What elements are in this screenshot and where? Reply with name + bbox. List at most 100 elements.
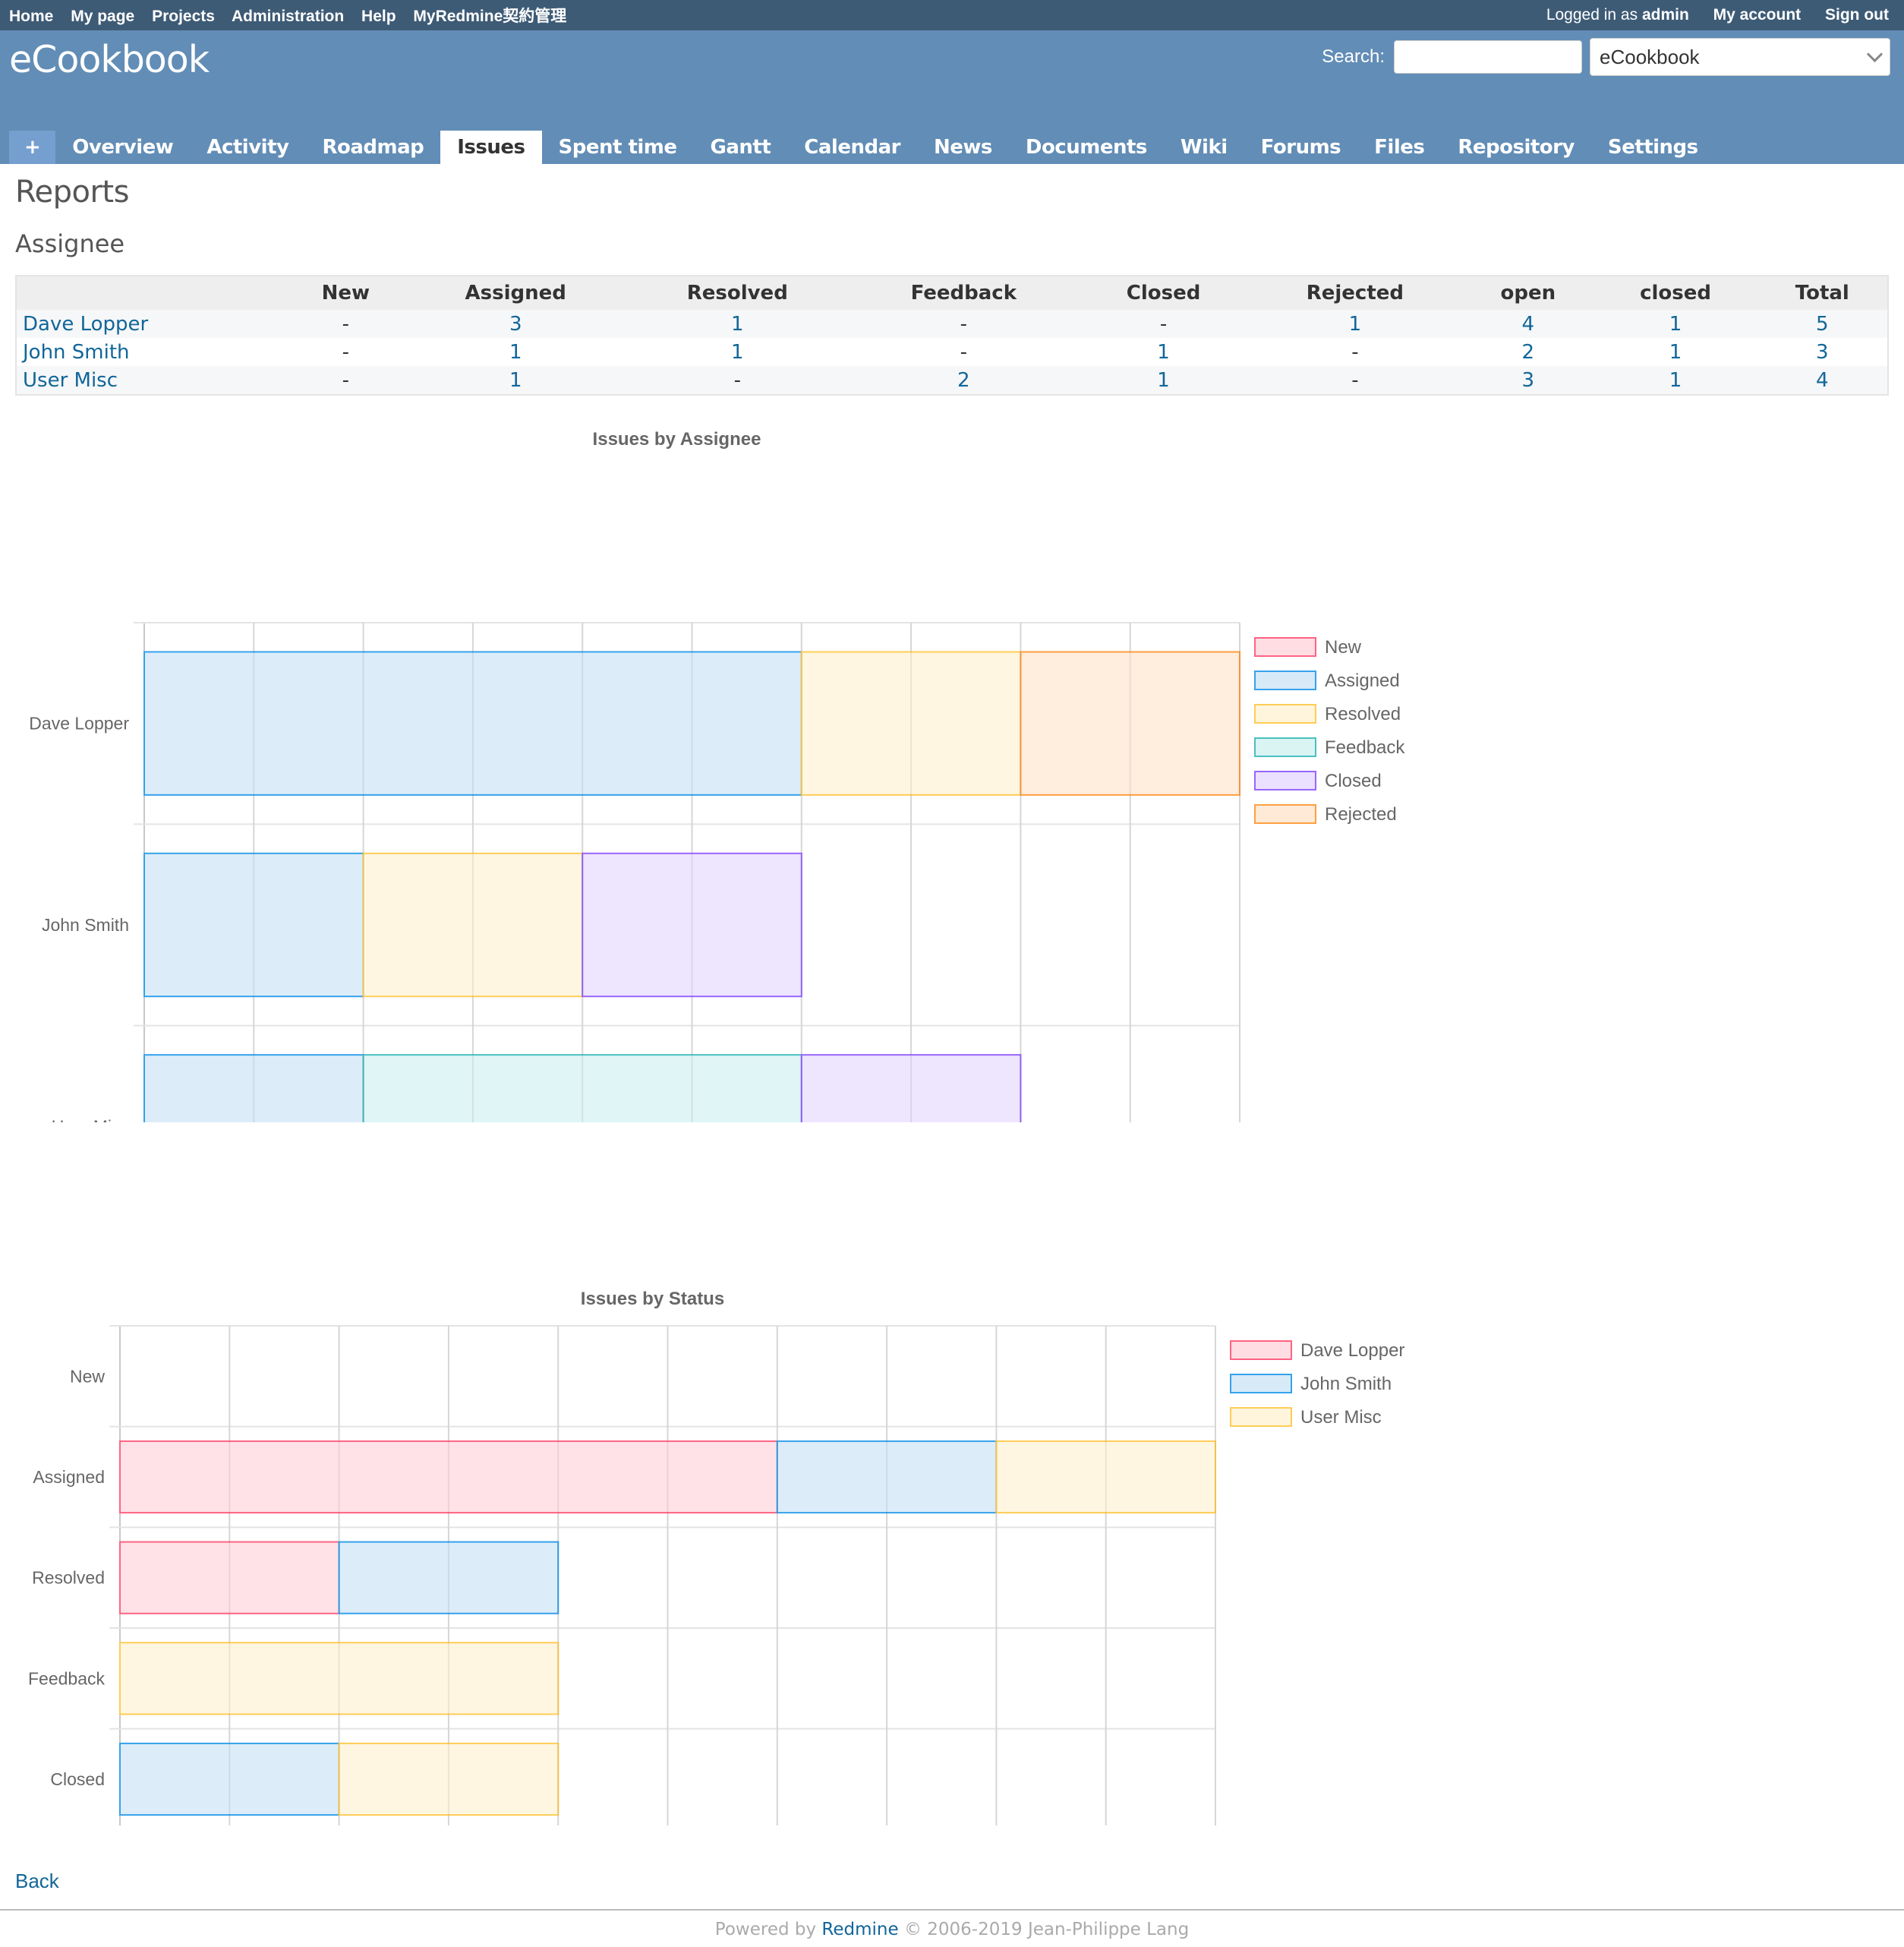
top-link-home[interactable]: Home <box>9 8 54 25</box>
legend-label[interactable]: Resolved <box>1325 704 1401 724</box>
new-object-button[interactable]: + <box>9 131 56 164</box>
legend-label[interactable]: Rejected <box>1325 804 1397 825</box>
count-link[interactable]: 3 <box>1521 368 1535 392</box>
top-link-myredmine[interactable]: MyRedmine契約管理 <box>413 8 567 25</box>
legend-swatch[interactable] <box>1230 1374 1292 1393</box>
count-link[interactable]: 1 <box>509 368 522 392</box>
assignee-link[interactable]: Dave Lopper <box>23 312 149 336</box>
legend-label[interactable]: Dave Lopper <box>1300 1340 1404 1361</box>
bar-segment[interactable] <box>362 1054 802 1122</box>
bar-segment[interactable] <box>119 1440 778 1514</box>
count-cell: 2 <box>848 366 1080 395</box>
count-link[interactable]: 1 <box>1157 340 1170 364</box>
bar-segment[interactable] <box>338 1541 560 1614</box>
count-cell: 1 <box>1079 366 1248 395</box>
count-link[interactable]: 2 <box>957 368 970 392</box>
bar-segment[interactable] <box>800 1054 1022 1122</box>
assignee-cell: Dave Lopper <box>16 310 287 338</box>
bar-segment[interactable] <box>119 1742 340 1816</box>
legend-swatch[interactable] <box>1254 704 1316 724</box>
bar-segment[interactable] <box>143 1054 364 1122</box>
bar-segment[interactable] <box>143 852 364 998</box>
count-link[interactable]: 3 <box>1816 340 1829 364</box>
count-cell: - <box>1079 310 1248 338</box>
count-link[interactable]: 4 <box>1521 312 1535 336</box>
count-link[interactable]: 1 <box>1669 312 1682 336</box>
bar-segment[interactable] <box>1020 651 1241 796</box>
page-title: Reports <box>15 175 129 210</box>
my-account-link[interactable]: My account <box>1713 6 1802 24</box>
count-link[interactable]: 1 <box>1157 368 1170 392</box>
back-link[interactable]: Back <box>15 1870 59 1892</box>
legend-label[interactable]: New <box>1325 637 1362 658</box>
bar-segment[interactable] <box>143 651 802 796</box>
bar-segment[interactable] <box>119 1642 560 1715</box>
tab-documents[interactable]: Documents <box>1025 136 1148 159</box>
tab-roadmap[interactable]: Roadmap <box>322 136 424 159</box>
tab-calendar[interactable]: Calendar <box>804 136 900 159</box>
redmine-link[interactable]: Redmine <box>821 1920 899 1939</box>
current-user[interactable]: admin <box>1641 6 1689 24</box>
project-jump-select[interactable]: eCookbook <box>1590 38 1890 76</box>
legend-label[interactable]: Assigned <box>1325 671 1400 691</box>
tab-activity[interactable]: Activity <box>206 136 289 159</box>
bar-segment[interactable] <box>776 1440 998 1514</box>
legend-swatch[interactable] <box>1230 1407 1292 1427</box>
count-cell: - <box>848 338 1080 366</box>
report-subtitle: Assignee <box>15 229 125 258</box>
tab-files[interactable]: Files <box>1374 136 1425 159</box>
count-link[interactable]: 2 <box>1521 340 1535 364</box>
tab-gantt[interactable]: Gantt <box>710 136 771 159</box>
tab-repository[interactable]: Repository <box>1458 136 1575 159</box>
chart-title: Issues by Assignee <box>593 429 761 450</box>
legend-swatch[interactable] <box>1254 671 1316 690</box>
tab-news[interactable]: News <box>933 136 992 159</box>
legend-swatch[interactable] <box>1254 737 1316 757</box>
count-link[interactable]: 1 <box>730 312 744 336</box>
sign-out-link[interactable]: Sign out <box>1825 6 1889 24</box>
bar-segment[interactable] <box>995 1440 1217 1514</box>
bar-segment[interactable] <box>362 852 584 998</box>
count-link[interactable]: 4 <box>1816 368 1829 392</box>
chart-issues-by-status: Issues by Status00.51.01.52.02.53.03.54.… <box>28 1289 1404 1826</box>
bar-segment[interactable] <box>582 852 802 998</box>
bar-segment[interactable] <box>119 1541 340 1614</box>
legend-label[interactable]: John Smith <box>1300 1374 1392 1394</box>
tab-overview[interactable]: Overview <box>72 136 174 159</box>
top-link-projects[interactable]: Projects <box>152 8 215 25</box>
assignee-link[interactable]: John Smith <box>23 340 130 364</box>
count-cell: 1 <box>405 338 627 366</box>
legend-label[interactable]: Feedback <box>1325 737 1405 758</box>
count-link[interactable]: 3 <box>509 312 522 336</box>
tab-issues[interactable]: Issues <box>440 131 542 164</box>
legend-swatch[interactable] <box>1254 637 1316 657</box>
count-link[interactable]: 1 <box>730 340 744 364</box>
count-link[interactable]: 5 <box>1816 312 1829 336</box>
legend-swatch[interactable] <box>1230 1340 1292 1360</box>
count-link[interactable]: 1 <box>1669 340 1682 364</box>
search-input[interactable] <box>1394 40 1582 74</box>
count-link[interactable]: 1 <box>509 340 522 364</box>
footer-copyright: © 2006-2019 Jean-Philippe Lang <box>903 1920 1190 1939</box>
table-row: John Smith - 1 1 - 1 - 2 1 3 <box>16 338 1888 366</box>
assignee-link[interactable]: User Misc <box>23 368 118 392</box>
tab-wiki[interactable]: Wiki <box>1180 136 1228 159</box>
legend-label[interactable]: User Misc <box>1300 1407 1382 1428</box>
count-cell: 5 <box>1757 310 1888 338</box>
top-link-my-page[interactable]: My page <box>71 8 135 25</box>
legend-swatch[interactable] <box>1254 804 1316 824</box>
count-link[interactable]: 1 <box>1669 368 1682 392</box>
legend-swatch[interactable] <box>1254 771 1316 790</box>
tab-spent-time[interactable]: Spent time <box>558 136 678 159</box>
top-link-help[interactable]: Help <box>361 8 396 25</box>
count-cell: 4 <box>1462 310 1594 338</box>
column-header: Feedback <box>848 276 1080 310</box>
count-link[interactable]: 1 <box>1348 312 1362 336</box>
top-link-administration[interactable]: Administration <box>232 8 345 25</box>
tab-settings[interactable]: Settings <box>1607 136 1698 159</box>
count-cell: 3 <box>1462 366 1594 395</box>
count-cell: - <box>286 338 405 366</box>
legend-label[interactable]: Closed <box>1325 771 1382 791</box>
bar-segment[interactable] <box>338 1742 560 1816</box>
tab-forums[interactable]: Forums <box>1260 136 1341 159</box>
